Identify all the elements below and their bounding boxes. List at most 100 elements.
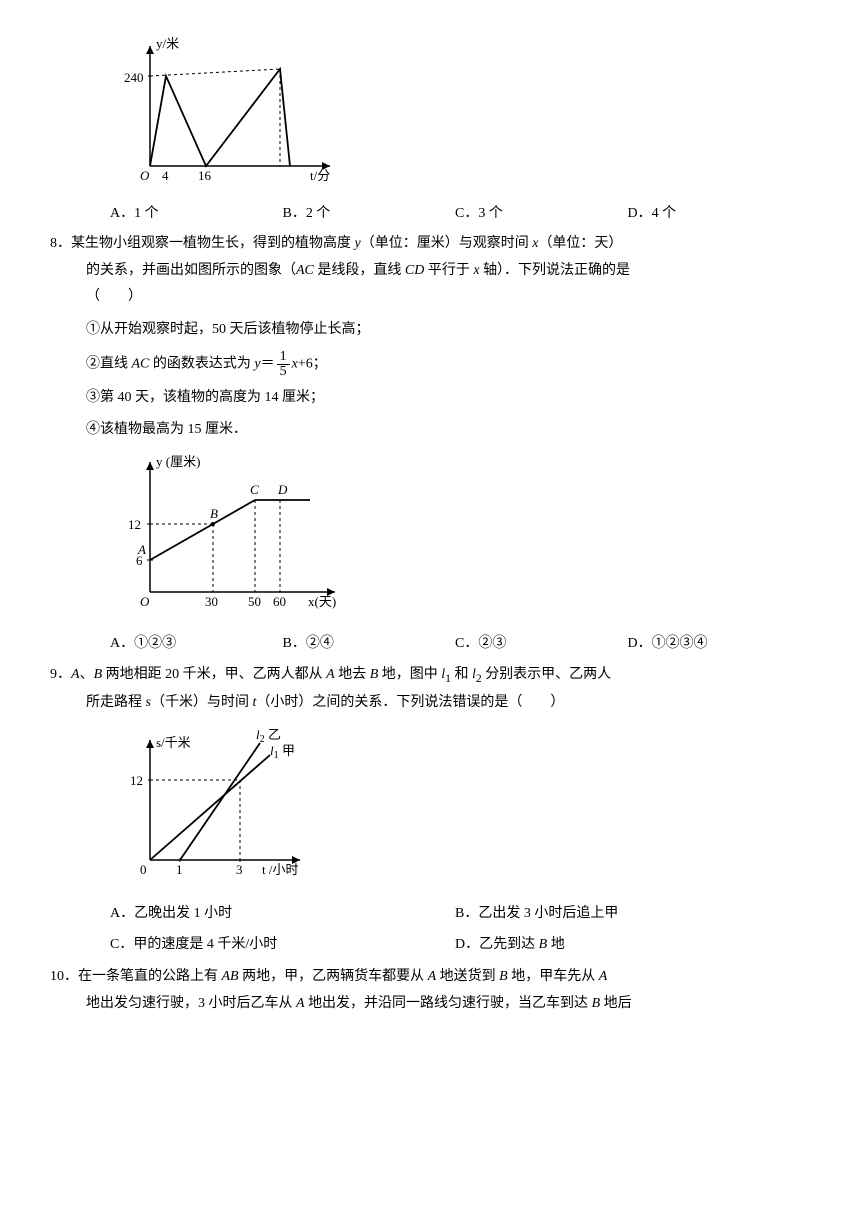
- option-d: D．4 个: [628, 201, 801, 228]
- frac-num: 1: [277, 350, 290, 365]
- q9-l2a: 所走路程: [86, 695, 146, 710]
- q9-A: A: [71, 667, 80, 682]
- origin: 0: [140, 862, 147, 877]
- q8-s4: ④该植物最高为 15 厘米．: [50, 417, 800, 444]
- q8-paren: （ ）: [50, 284, 800, 311]
- q10-B: B: [499, 969, 508, 984]
- lbl-yi: 乙: [268, 727, 281, 742]
- x-tick-4: 4: [162, 168, 169, 183]
- question-9: 9．A、B 两地相距 20 千米，甲、乙两人都从 A 地去 B 地，图中 l1 …: [50, 662, 800, 717]
- q9-t4: 地，图中: [378, 667, 441, 682]
- q10-AB: AB: [222, 969, 239, 984]
- options-q8: A．①②③ B．②④ C．②③ D．①②③④: [50, 631, 800, 658]
- x-axis-label: t/分: [310, 168, 330, 183]
- options-q7: A．1 个 B．2 个 C．3 个 D．4 个: [50, 201, 800, 228]
- q8-number: 8．: [50, 236, 71, 251]
- origin: O: [140, 594, 150, 609]
- lbl-B: B: [210, 506, 218, 521]
- q9-A2: A: [326, 667, 335, 682]
- option-a: A．乙晚出发 1 小时: [110, 901, 455, 928]
- q8-CD: CD: [405, 263, 424, 278]
- q10-t2: 两地，甲，乙两辆货车都要从: [239, 969, 428, 984]
- question-10: 10．在一条笔直的公路上有 AB 两地，甲，乙两辆货车都要从 A 地送货到 B …: [50, 964, 800, 1017]
- q9-t2: 两地相距 20 千米，甲、乙两人都从: [102, 667, 326, 682]
- lbl-l2: l2: [256, 727, 265, 745]
- q8-t1: 某生物小组观察一植物生长，得到的植物高度: [71, 236, 355, 251]
- option-a: A．①②③: [110, 631, 283, 658]
- q9-B: B: [94, 667, 103, 682]
- frac-den: 5: [277, 365, 290, 379]
- q10-number: 10．: [50, 969, 78, 984]
- od-B: B: [539, 937, 548, 952]
- q9-number: 9．: [50, 667, 71, 682]
- q8-s1: ①从开始观察时起，50 天后该植物停止长高；: [50, 317, 800, 344]
- chart-q8: y (厘米) 6 12 O 30 50 60 x(天) A B C D: [110, 452, 350, 617]
- q9-t1: 、: [80, 667, 94, 682]
- option-d: D．①②③④: [628, 631, 801, 658]
- q9-l2c: （小时）之间的关系．下列说法错误的是（ ）: [256, 695, 564, 710]
- xtick3: 3: [236, 862, 243, 877]
- q8-s2eq: ＝: [261, 356, 275, 371]
- q8-uy: （单位：厘米）与观察时间: [361, 236, 533, 251]
- lbl-C: C: [250, 482, 259, 497]
- q8-t5: 轴）．下列说法正确的是: [480, 263, 631, 278]
- xlabel: t /小时: [262, 862, 298, 877]
- q10-A3: A: [296, 996, 305, 1011]
- od-pre: D．乙先到达: [455, 937, 539, 952]
- q10-A2: A: [599, 969, 608, 984]
- option-c: C．②③: [455, 631, 628, 658]
- q9-l2b: （千米）与时间: [151, 695, 253, 710]
- y-axis-label: y/米: [156, 36, 179, 51]
- q9-t5: 和: [451, 667, 472, 682]
- q10-t1: 在一条笔直的公路上有: [78, 969, 222, 984]
- figure-q9: s/千米 12 0 1 3 t /小时 l2 乙 l1 甲: [50, 725, 800, 896]
- q8-s2a: ②直线: [86, 356, 132, 371]
- lbl-D: D: [277, 482, 288, 497]
- chart-q9: s/千米 12 0 1 3 t /小时 l2 乙 l1 甲: [110, 725, 330, 885]
- q10-B2: B: [592, 996, 601, 1011]
- q8-s3: ③第 40 天，该植物的高度为 14 厘米；: [50, 385, 800, 412]
- xtick-60: 60: [273, 594, 286, 609]
- q8-s2AC: AC: [132, 356, 150, 371]
- q8-s2: ②直线 AC 的函数表达式为 y＝15x+6；: [50, 350, 800, 379]
- ylabel: s/千米: [156, 735, 191, 750]
- lbl-A: A: [137, 542, 146, 557]
- question-8: 8．某生物小组观察一植物生长，得到的植物高度 y（单位：厘米）与观察时间 x（单…: [50, 231, 800, 444]
- option-b: B．2 个: [283, 201, 456, 228]
- chart-q7: y/米 240 O 4 16 t/分: [110, 36, 350, 186]
- q10-l2a: 地出发匀速行驶，3 小时后乙车从: [86, 996, 296, 1011]
- option-b: B．②④: [283, 631, 456, 658]
- option-b: B．乙出发 3 小时后追上甲: [455, 901, 800, 928]
- lbl-l1: l1: [270, 743, 279, 761]
- lbl-jia: 甲: [282, 743, 295, 758]
- figure-q7: y/米 240 O 4 16 t/分: [50, 36, 800, 197]
- fraction-one-fifth: 15: [277, 350, 290, 379]
- q8-t4: 平行于: [424, 263, 473, 278]
- origin-label: O: [140, 168, 150, 183]
- q8-t2: 的关系，并画出如图所示的图象（: [86, 263, 296, 278]
- q8-s2b: 的函数表达式为: [149, 356, 254, 371]
- q10-A: A: [428, 969, 437, 984]
- q10-t3: 地送货到: [436, 969, 499, 984]
- q10-t4: 地，甲车先从: [508, 969, 599, 984]
- q10-l2c: 地后: [600, 996, 632, 1011]
- option-d: D．乙先到达 B 地: [455, 932, 800, 959]
- x-tick-16: 16: [198, 168, 212, 183]
- od-post: 地: [547, 937, 565, 952]
- y-tick-240: 240: [124, 70, 144, 85]
- q8-t3: 是线段，直线: [314, 263, 405, 278]
- q10-l2b: 地出发，并沿同一路线匀速行驶，当乙车到达: [305, 996, 592, 1011]
- x-label: x(天): [308, 594, 336, 609]
- ytick12: 12: [130, 773, 143, 788]
- q9-B2: B: [370, 667, 379, 682]
- q9-t6: 分别表示甲、乙两人: [482, 667, 612, 682]
- option-c: C．甲的速度是 4 千米/小时: [110, 932, 455, 959]
- xtick1: 1: [176, 862, 183, 877]
- option-c: C．3 个: [455, 201, 628, 228]
- ytick-12: 12: [128, 517, 141, 532]
- figure-q8: y (厘米) 6 12 O 30 50 60 x(天) A B C D: [50, 452, 800, 628]
- options-q9: A．乙晚出发 1 小时 B．乙出发 3 小时后追上甲 C．甲的速度是 4 千米/…: [50, 899, 800, 960]
- q8-s2c: +6；: [298, 356, 327, 371]
- xtick-50: 50: [248, 594, 261, 609]
- q8-ux: （单位：天）: [538, 236, 622, 251]
